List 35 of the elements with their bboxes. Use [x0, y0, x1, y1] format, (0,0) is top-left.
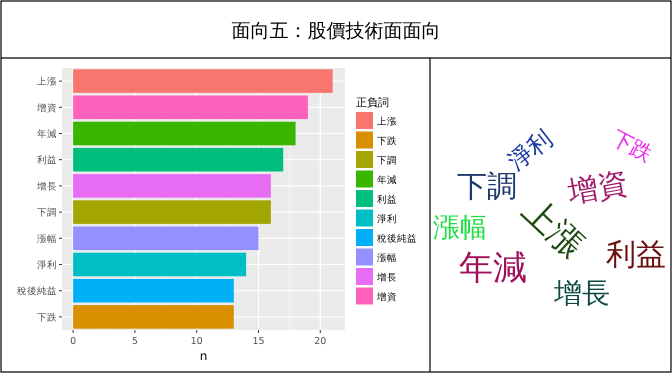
- y-tick-label: 稅後純益: [17, 285, 57, 298]
- y-tick-label: 下跌: [37, 311, 57, 324]
- y-tick-label: 增資: [36, 102, 57, 114]
- legend-label: 利益: [377, 194, 397, 206]
- x-tick-label: 5: [132, 336, 138, 347]
- legend-label: 下跌: [377, 135, 397, 147]
- legend-label: 漲幅: [377, 252, 397, 264]
- y-tick-label: 漲幅: [37, 232, 57, 245]
- x-axis-title: n: [200, 349, 208, 363]
- chart-title: 面向五：股價技術面面向: [232, 20, 440, 42]
- x-tick-label: 15: [252, 336, 265, 347]
- text: 增資: [564, 166, 631, 211]
- legend-label: 下調: [377, 154, 397, 166]
- x-tick-label: 10: [190, 336, 203, 347]
- text: 增長: [553, 276, 610, 310]
- y-tick-label: 年減: [37, 128, 57, 140]
- y-tick-label: 上漲: [37, 76, 57, 88]
- x-tick-label: 0: [70, 336, 76, 347]
- text: 年減: [459, 248, 527, 288]
- y-tick-label: 淨利: [37, 259, 57, 271]
- legend-label: 增長: [376, 272, 397, 284]
- y-tick-label: 利益: [37, 154, 57, 166]
- text: 下調: [457, 170, 517, 204]
- text: 漲幅: [433, 212, 487, 244]
- text: 利益: [606, 238, 666, 272]
- legend-label: 淨利: [377, 213, 397, 225]
- legend-label: 上漲: [377, 116, 397, 128]
- legend-label: 增資: [376, 291, 397, 303]
- legend-title: 正負詞: [356, 96, 389, 109]
- legend-label: 年減: [377, 174, 397, 186]
- x-tick-label: 20: [314, 336, 326, 347]
- text: 下跌: [608, 126, 656, 166]
- legend-label: 稅後純益: [377, 232, 417, 244]
- y-tick-label: 下調: [37, 206, 57, 219]
- y-tick-label: 增長: [36, 180, 57, 192]
